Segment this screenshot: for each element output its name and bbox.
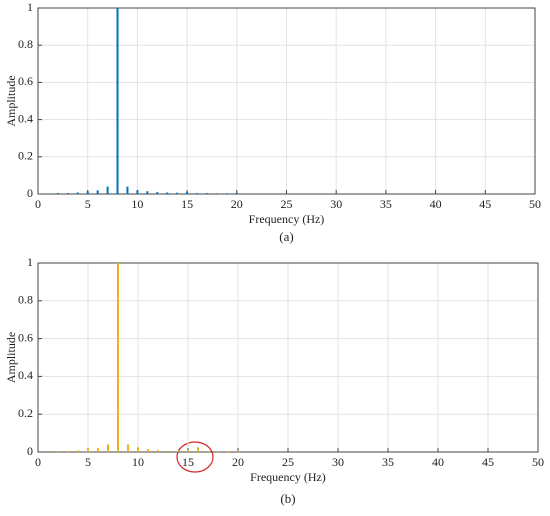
x-tick-label: 10 <box>132 455 144 469</box>
y-tick-label: 0.6 <box>18 74 33 88</box>
y-tick-label: 1 <box>27 255 33 269</box>
x-tick-label: 20 <box>231 197 243 211</box>
x-tick-label: 50 <box>532 455 544 469</box>
x-tick-label: 40 <box>432 455 444 469</box>
caption: (b) <box>280 491 295 506</box>
y-axis-label: Amplitude <box>4 75 18 126</box>
x-tick-label: 35 <box>380 197 392 211</box>
y-tick-label: 0.8 <box>18 293 33 307</box>
x-tick-label: 10 <box>131 197 143 211</box>
y-tick-label: 0.4 <box>18 111 33 125</box>
y-tick-label: 0 <box>27 186 33 200</box>
y-tick-label: 0.4 <box>18 368 33 382</box>
x-tick-label: 0 <box>35 455 41 469</box>
x-tick-label: 45 <box>479 197 491 211</box>
x-tick-label: 40 <box>430 197 442 211</box>
highlight-circle <box>176 441 214 473</box>
x-tick-label: 5 <box>85 197 91 211</box>
caption: (a) <box>279 229 293 244</box>
x-tick-label: 50 <box>529 197 541 211</box>
x-tick-label: 30 <box>330 197 342 211</box>
y-axis-label: Amplitude <box>4 332 18 383</box>
x-tick-label: 0 <box>35 197 41 211</box>
x-tick-label: 35 <box>382 455 394 469</box>
x-tick-label: 45 <box>482 455 494 469</box>
x-tick-label: 15 <box>182 455 194 469</box>
x-tick-label: 25 <box>281 197 293 211</box>
y-tick-label: 0.2 <box>18 149 33 163</box>
x-axis-label: Frequency (Hz) <box>250 470 326 484</box>
y-tick-label: 0.8 <box>18 37 33 51</box>
x-tick-label: 25 <box>282 455 294 469</box>
y-tick-label: 0.6 <box>18 330 33 344</box>
plot-frame <box>37 7 536 195</box>
y-tick-label: 0.2 <box>18 406 33 420</box>
x-axis-label: Frequency (Hz) <box>249 212 325 226</box>
x-tick-label: 5 <box>85 455 91 469</box>
x-tick-label: 15 <box>181 197 193 211</box>
y-tick-label: 1 <box>27 0 33 14</box>
y-tick-label: 0 <box>27 444 33 458</box>
x-tick-label: 30 <box>332 455 344 469</box>
plot-frame <box>37 262 539 453</box>
x-tick-label: 20 <box>232 455 244 469</box>
